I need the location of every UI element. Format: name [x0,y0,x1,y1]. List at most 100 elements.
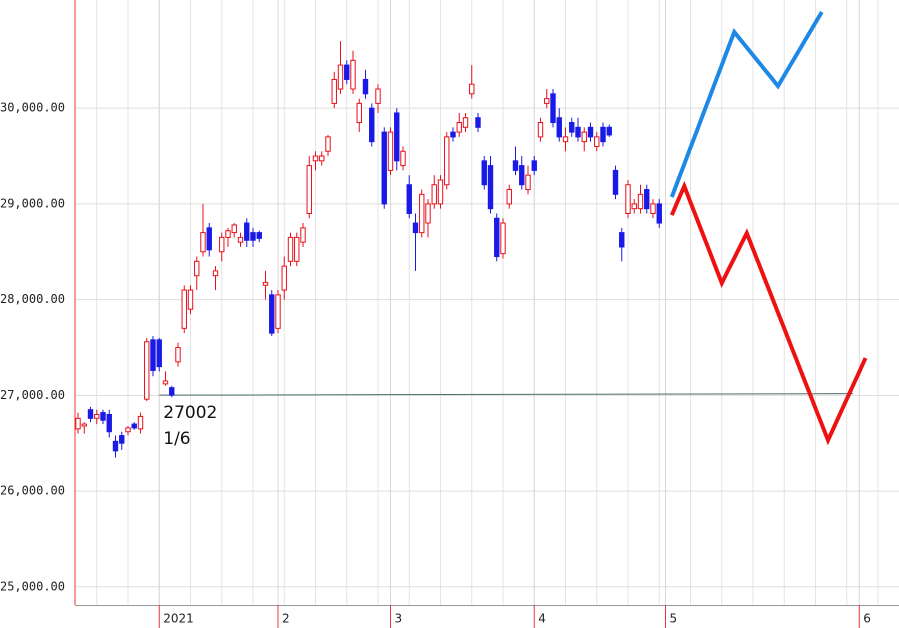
candle-body [94,414,100,419]
plot-area: 27002 1/6 [75,10,868,458]
candle-body [206,227,212,251]
annotation-date: 1/6 [163,429,190,449]
candle-body [175,346,181,363]
candle-body [400,150,406,167]
candle-body [456,122,462,133]
candle-body [169,387,175,396]
candle-body [469,83,475,95]
candle-body [162,380,169,385]
candle-body [294,236,300,262]
candle-body [125,427,131,433]
candle-body [444,136,450,186]
candle-body [287,236,294,262]
candle-body [250,232,256,241]
candle-body [431,184,437,205]
candle-body [269,294,275,334]
candle-body [375,88,381,104]
candle-body [356,102,362,124]
candle-body [637,193,644,210]
projection-line [669,180,868,446]
y-tick-label: 26,000.00 [0,484,65,498]
candle-body [362,78,369,95]
candle-body [106,414,112,433]
candle-body [306,165,312,214]
candle-body [150,339,156,371]
candle-body [319,155,325,162]
candle-body [575,126,581,138]
candle-body [200,232,206,253]
candle-body [81,423,87,427]
candle-body [544,98,550,104]
candle-body [587,126,594,138]
candle-body [381,131,387,205]
candle-body [325,136,331,152]
candle-body [331,78,337,104]
candle-body [244,222,250,241]
candle-body [500,222,506,255]
candle-body [369,107,375,143]
candle-body [312,155,319,162]
candle-body [112,440,119,452]
candle-body [519,165,525,186]
grid [75,0,899,605]
x-tick-label: 3 [395,612,403,626]
candle-body [181,289,187,329]
candle-body [119,435,125,444]
candle-body [612,169,619,195]
candle-body [419,193,425,234]
candle-body [87,409,94,419]
candle-body [656,203,662,224]
x-tick-label: 2 [282,612,290,626]
candle-body [481,160,487,186]
candle-body [625,184,631,214]
candle-body [512,160,519,171]
candle-body [194,260,200,277]
x-tick-label: 5 [670,612,678,626]
candle-body [394,112,400,162]
candle-body [406,184,412,214]
x-tick-label: 6 [863,612,871,626]
candle-body [412,222,419,234]
candle-body [231,224,237,234]
y-tick-label: 27,000.00 [0,388,65,402]
candle-body [506,189,512,205]
candle-body [487,165,494,210]
candle-body [494,217,500,258]
candle-body [237,236,244,243]
candle-body [581,131,587,143]
candle-body [137,415,144,430]
candle-body [156,339,162,368]
candle-body [212,270,219,277]
candle-body [537,122,544,138]
candle-body [275,294,281,329]
y-tick-label: 28,000.00 [0,292,65,306]
candle-body [256,232,262,239]
candle-body [569,122,575,133]
candle-body [462,117,469,128]
candle-body [262,281,269,286]
y-tick-label: 25,000.00 [0,579,65,593]
candle-body [550,93,556,124]
candle-body [350,59,356,90]
candle-body [619,232,625,248]
candle-body [300,227,306,243]
y-tick-label: 30,000.00 [0,101,65,115]
candle-body [131,423,137,429]
candle-body [594,136,600,147]
candle-body [387,131,394,171]
x-tick-label: 2021 [163,612,194,626]
candle-body [425,203,431,224]
candle-body [225,230,231,238]
candle-body [606,126,612,136]
candle-body [281,265,287,291]
candle-body [525,174,531,191]
candle-body [600,126,606,143]
candle-body [475,117,481,128]
candle-body [556,117,562,138]
candle-body [650,203,656,214]
candle-body [437,179,444,205]
candle-body [344,64,350,80]
